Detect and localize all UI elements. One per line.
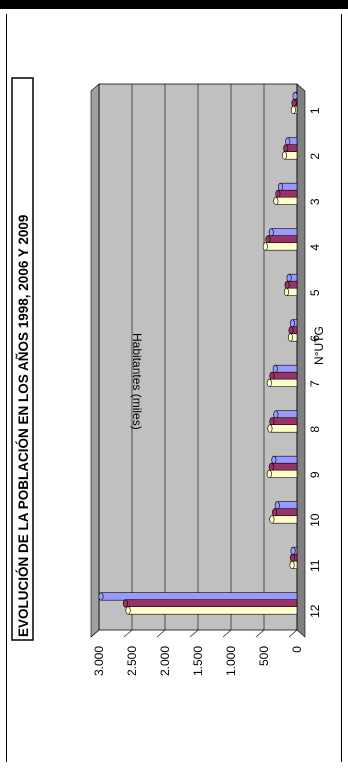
y-tick-label: 1.500: [191, 646, 205, 676]
plot-side-wall: [90, 83, 100, 638]
bar-cap-s1-c8: [273, 410, 279, 419]
top-rule: [0, 0, 348, 9]
gridline-depth: [156, 629, 166, 638]
bar-s2-c10: [274, 508, 298, 517]
bar-s3-c7: [268, 378, 298, 387]
bar-s1-c12: [100, 592, 298, 601]
x-tick-label: 10: [308, 513, 322, 527]
bar-cap-s1-c10: [274, 501, 280, 510]
bar-s1-c8: [275, 410, 298, 419]
bar-cap-s1-c12: [98, 592, 104, 601]
bar-cap-s2-c12: [122, 599, 128, 608]
bar-cap-s1-c4: [268, 228, 274, 237]
chart-title: EVOLUCIÓN DE LA POBLACIÓN EN LOS AÑOS 19…: [16, 215, 31, 637]
bar-cap-s2-c1: [291, 98, 297, 107]
bar-s3-c10: [271, 515, 298, 524]
gridline-depth: [123, 629, 133, 638]
gridline-depth: [255, 629, 265, 638]
plot-floor: [296, 83, 306, 638]
y-tick-label: 3.000: [92, 646, 106, 676]
bar-cap-s2-c7: [269, 371, 275, 380]
bar-s2-c4: [267, 235, 298, 244]
bar-s3-c4: [265, 242, 298, 251]
bar-s1-c9: [273, 455, 298, 464]
y-tick-label: 2.000: [158, 646, 172, 676]
bar-cap-s2-c3: [275, 189, 281, 198]
tick-labels: 05001.0001.5002.0002.5003.00012345678910…: [92, 107, 322, 676]
bar-cap-s1-c6: [289, 319, 295, 328]
bar-cap-s3-c12: [125, 606, 131, 615]
bar-cap-s3-c3: [273, 196, 279, 205]
bar-s1-c10: [276, 501, 298, 510]
bar-s3-c8: [269, 424, 298, 433]
bar-cap-s3-c11: [289, 560, 295, 569]
bar-s2-c12: [125, 599, 298, 608]
x-tick-label: 9: [308, 471, 322, 478]
bar-s2-c7: [271, 371, 298, 380]
bar-s3-c3: [275, 196, 298, 205]
bar-s2-c9: [270, 462, 298, 471]
bar-cap-s2-c10: [272, 508, 278, 517]
y-tick-label: 2.500: [125, 646, 139, 676]
bar-cap-s2-c6: [288, 326, 294, 335]
bar-s1-c7: [274, 364, 298, 373]
bar-s2-c3: [277, 189, 298, 198]
bar-cap-s3-c1: [290, 105, 296, 114]
title-frame: [11, 77, 34, 641]
bar-cap-s2-c9: [268, 462, 274, 471]
x-tick-label: 5: [308, 289, 322, 296]
bar-cap-s2-c11: [289, 553, 295, 562]
bar-cap-s1-c1: [292, 91, 298, 100]
bar-cap-s3-c2: [281, 151, 287, 160]
bar-s3-c9: [268, 469, 298, 478]
chart-marks: [98, 91, 298, 615]
x-tick-label: 8: [308, 426, 322, 433]
bar-cap-s3-c9: [266, 469, 272, 478]
y-axis-label: Habitantes (miles): [130, 333, 144, 430]
plot-area: [90, 83, 306, 638]
bar-s1-c4: [270, 228, 298, 237]
bar-cap-s2-c2: [283, 144, 289, 153]
x-tick-label: 12: [308, 604, 322, 618]
bar-cap-s1-c9: [271, 455, 277, 464]
x-tick-label: 11: [308, 559, 322, 572]
y-tick-label: 1.000: [224, 646, 238, 676]
bar-cap-s3-c6: [287, 333, 293, 342]
bar-cap-s1-c3: [277, 182, 283, 191]
x-axis-label: N°UTG: [312, 326, 326, 365]
bar-s3-c12: [127, 606, 298, 615]
x-tick-label: 4: [308, 244, 322, 251]
bar-cap-s2-c8: [269, 417, 275, 426]
bar-cap-s1-c5: [286, 273, 292, 282]
gridline-depth: [288, 629, 298, 638]
x-tick-label: 6: [308, 335, 322, 342]
bar-cap-s1-c11: [290, 546, 296, 555]
bar-cap-s1-c2: [285, 137, 291, 146]
bar-cap-s3-c4: [262, 242, 268, 251]
y-tick-label: 0: [290, 646, 304, 653]
y-tick-label: 500: [257, 646, 271, 666]
page-frame: [6, 14, 342, 762]
x-tick-label: 1: [308, 107, 322, 114]
bar-cap-s3-c8: [267, 424, 273, 433]
gridline-depth: [90, 629, 100, 638]
bar-cap-s3-c10: [269, 515, 275, 524]
bar-cap-s3-c7: [266, 378, 272, 387]
gridline-depth: [189, 629, 199, 638]
bar-cap-s3-c5: [283, 287, 289, 296]
x-tick-label: 7: [308, 380, 322, 387]
x-tick-label: 2: [308, 153, 322, 160]
gridline-depth: [222, 629, 232, 638]
bar-cap-s1-c7: [272, 364, 278, 373]
chart-title-box: EVOLUCIÓN DE LA POBLACIÓN EN LOS AÑOS 19…: [11, 77, 34, 641]
bar-s2-c8: [271, 417, 298, 426]
bar-cap-s2-c4: [265, 235, 271, 244]
bar-cap-s2-c5: [284, 280, 290, 289]
x-tick-label: 3: [308, 198, 322, 205]
